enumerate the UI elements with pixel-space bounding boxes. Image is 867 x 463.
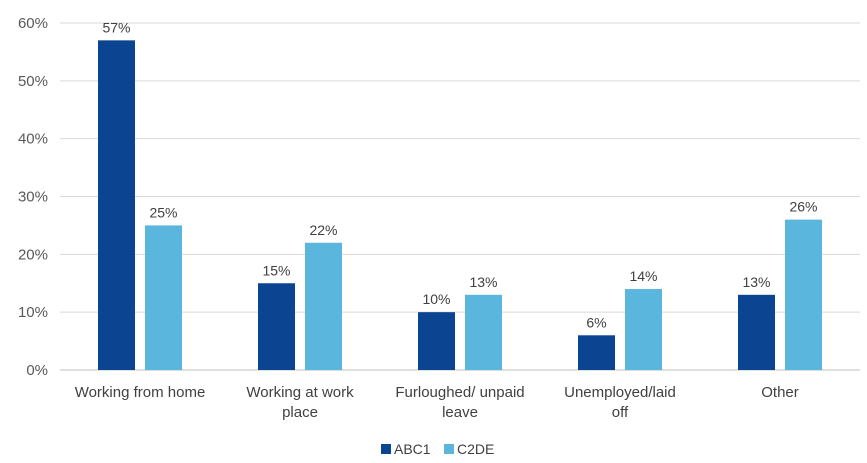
data-label: 14% (629, 268, 657, 284)
y-tick-label: 50% (18, 73, 48, 90)
data-label: 57% (102, 19, 130, 35)
y-tick-label: 0% (26, 362, 48, 379)
y-tick-label: 40% (18, 131, 48, 148)
bar-abc1 (578, 335, 615, 370)
data-label: 10% (422, 291, 450, 307)
legend-swatch (444, 444, 454, 454)
bar-c2de (625, 289, 662, 370)
y-tick-label: 30% (18, 189, 48, 206)
bar-abc1 (738, 294, 775, 370)
data-label: 6% (586, 314, 606, 330)
data-label: 22% (309, 222, 337, 238)
category-label: Working at work (246, 384, 354, 401)
bar-abc1 (418, 312, 455, 370)
bar-c2de (785, 219, 822, 370)
data-label: 13% (469, 274, 497, 290)
data-label: 26% (789, 199, 817, 215)
category-label: Other (761, 384, 799, 401)
bar-c2de (145, 225, 182, 370)
data-label: 15% (262, 262, 290, 278)
legend-label: C2DE (457, 441, 494, 457)
category-label: leave (442, 404, 478, 421)
category-label: Unemployed/laid (564, 384, 676, 401)
category-label: off (612, 404, 629, 421)
data-label: 25% (149, 204, 177, 220)
bars: 57% 25% 15% 22% 10% 13% 6% 14% 13% 26% (98, 19, 822, 370)
bar-abc1 (98, 40, 135, 370)
y-tick-label: 10% (18, 304, 48, 321)
category-label: place (282, 404, 318, 421)
bar-c2de (305, 242, 342, 370)
legend: ABC1 C2DE (381, 441, 494, 457)
y-axis: 0% 10% 20% 30% 40% 50% 60% (18, 15, 48, 379)
category-label: Working from home (75, 384, 206, 401)
y-tick-label: 60% (18, 15, 48, 32)
bar-abc1 (258, 283, 295, 370)
legend-swatch (381, 444, 391, 454)
category-label: Furloughed/ unpaid (395, 384, 524, 401)
data-label: 13% (742, 274, 770, 290)
y-tick-label: 20% (18, 246, 48, 263)
legend-label: ABC1 (394, 441, 431, 457)
bar-c2de (465, 294, 502, 370)
gridlines (60, 22, 860, 371)
x-axis: Working from home Working at work place Fur… (75, 384, 799, 421)
